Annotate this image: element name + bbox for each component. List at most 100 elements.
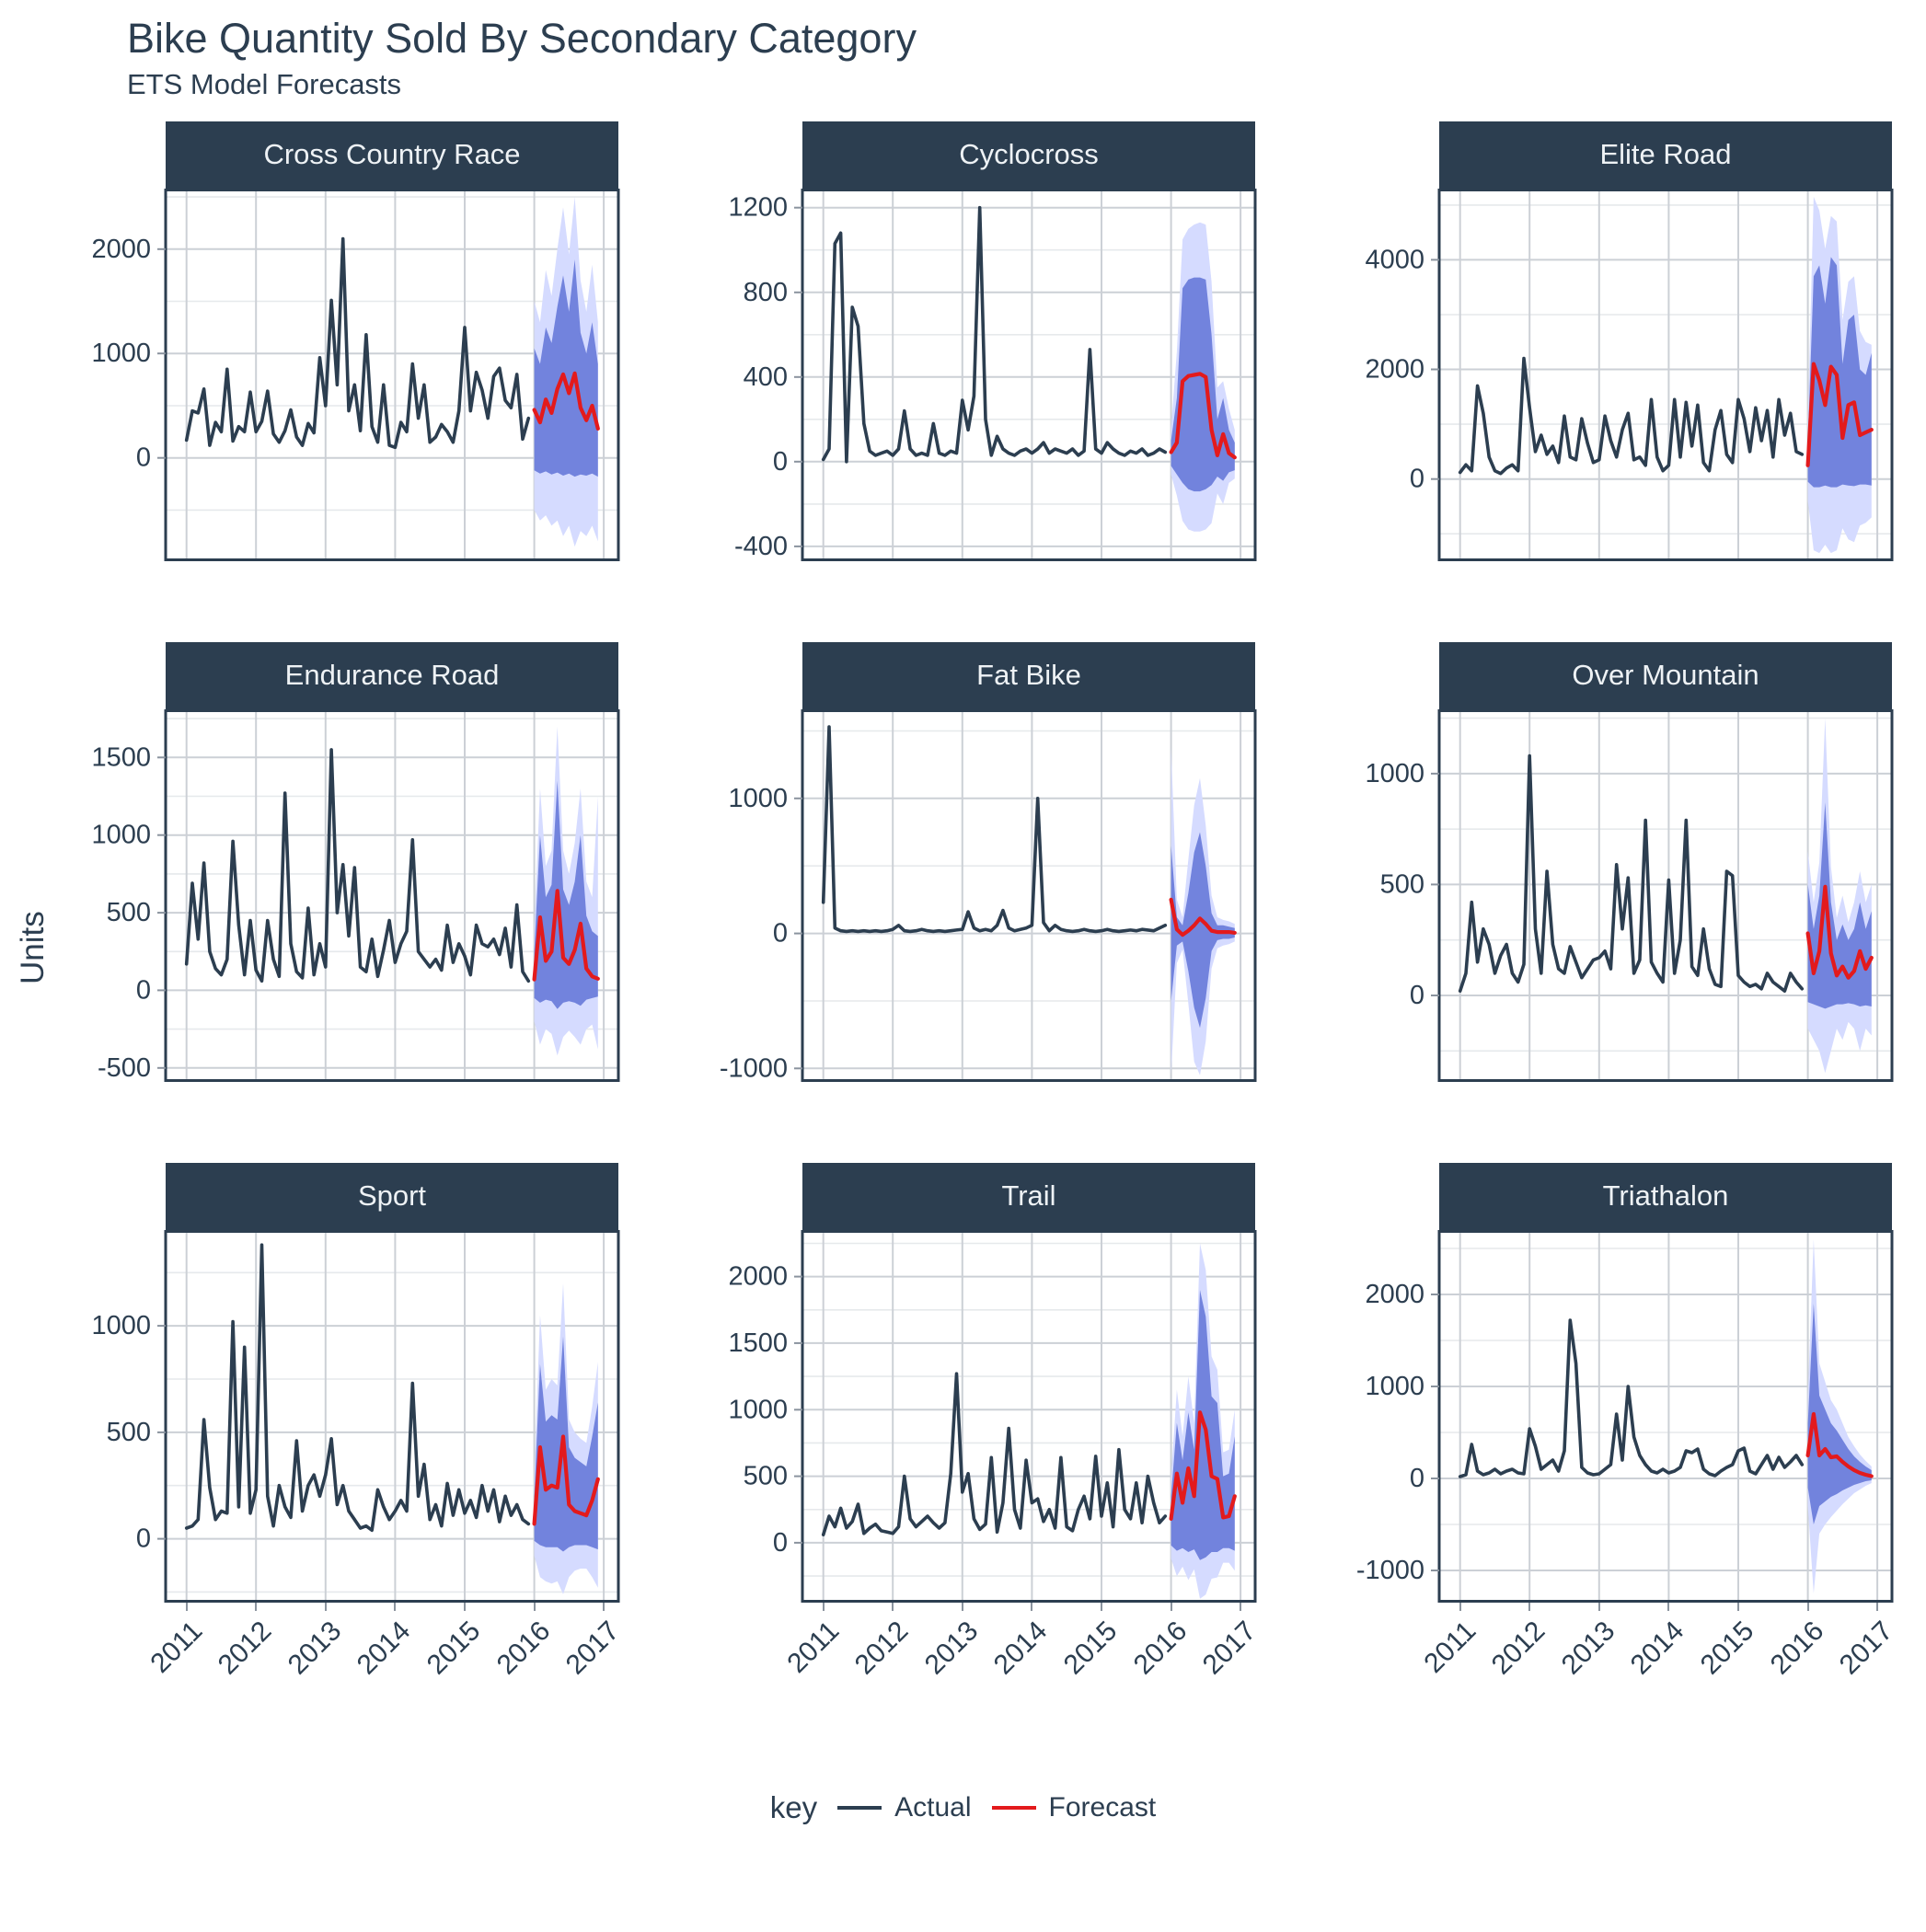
panel-border xyxy=(164,1229,620,1603)
x-tick-label: 2016 xyxy=(1127,1615,1193,1681)
panel-border xyxy=(1437,1229,1894,1603)
ribbon-95 xyxy=(1807,1238,1872,1593)
facet-strip-label: Elite Road xyxy=(1599,138,1732,171)
actual-line xyxy=(1458,753,1805,993)
facet-cell-sport: Sport 0 500 1000 2011 2012 2013 2014 2015 2016 2… xyxy=(9,1162,646,1742)
facet-plot: -1000 0 1000 xyxy=(720,708,1257,1082)
forecast-line xyxy=(1805,1411,1874,1478)
panel-border xyxy=(164,188,620,561)
legend-item-label: Forecast xyxy=(1048,1791,1157,1823)
y-tick-label: 400 xyxy=(744,362,788,392)
legend-line-actual-icon xyxy=(837,1805,882,1810)
x-tick-label: 2015 xyxy=(421,1615,487,1681)
y-tick-label: 2000 xyxy=(1365,1280,1424,1309)
facet-strip: Elite Road xyxy=(1439,121,1892,189)
y-tick-label: 0 xyxy=(1410,1464,1424,1493)
y-tick-label: 4000 xyxy=(1365,245,1424,274)
y-tick-label: 500 xyxy=(107,898,151,927)
x-tick-label: 2017 xyxy=(1833,1615,1899,1681)
facet-strip-label: Sport xyxy=(357,1179,427,1213)
legend-item-forecast: Forecast xyxy=(991,1791,1157,1823)
ribbon-80 xyxy=(1807,257,1872,488)
x-tick-mark xyxy=(1170,1602,1172,1611)
y-tick-label: 0 xyxy=(773,918,788,948)
actual-line xyxy=(1458,356,1805,476)
x-tick-mark xyxy=(394,1602,397,1611)
x-tick-label: 2011 xyxy=(144,1615,209,1679)
panel-border xyxy=(1437,708,1894,1082)
forecast-line xyxy=(532,1434,600,1526)
actual-line xyxy=(821,725,1168,933)
facet-plot: 0 500 1000 1500 2000 xyxy=(728,1229,1257,1603)
y-tick-label: -500 xyxy=(98,1053,151,1082)
facet-strip: Trail xyxy=(802,1162,1255,1230)
panel-border xyxy=(801,188,1257,561)
y-tick-label: 0 xyxy=(136,1524,151,1553)
x-tick-label: 2016 xyxy=(1764,1615,1829,1681)
actual-line xyxy=(184,1243,531,1532)
x-tick-mark xyxy=(1101,1602,1102,1611)
y-tick-label: 1500 xyxy=(728,1328,788,1358)
header: Bike Quantity Sold By Secondary Category… xyxy=(0,0,1926,101)
x-axis-labels: 2011 2012 2013 2014 2015 2016 2017 xyxy=(1283,1602,1920,1742)
y-tick-label: 500 xyxy=(1380,869,1424,899)
y-tick-label: 0 xyxy=(1410,464,1424,493)
y-tick-label: 1500 xyxy=(91,742,151,772)
ribbon-80 xyxy=(534,259,598,477)
y-tick-label: 0 xyxy=(773,447,788,477)
legend-item-label: Actual xyxy=(894,1791,972,1823)
y-tick-label: 0 xyxy=(773,1528,788,1558)
ribbon-80 xyxy=(534,1336,598,1552)
x-tick-label: 2012 xyxy=(212,1615,278,1681)
x-tick-mark xyxy=(533,1602,536,1611)
x-tick-mark xyxy=(892,1602,894,1611)
facet-strip: Cross Country Race xyxy=(166,121,618,189)
legend-item-actual: Actual xyxy=(837,1791,972,1823)
y-tick-label: 1000 xyxy=(91,1311,151,1340)
x-axis-labels: 2011 2012 2013 2014 2015 2016 2017 xyxy=(9,1602,646,1742)
y-tick-label: 1000 xyxy=(1365,759,1424,788)
y-tick-label: -1000 xyxy=(1356,1556,1424,1585)
y-tick-label: 2000 xyxy=(1365,354,1424,384)
legend-title: key xyxy=(769,1789,818,1824)
facet-strip: Over Mountain xyxy=(1439,641,1892,709)
facet-cell-endurance-road: Endurance Road -500 0 500 1000 1500 xyxy=(9,641,646,1082)
x-tick-label: 2013 xyxy=(1555,1615,1621,1681)
y-tick-label: 1000 xyxy=(728,784,788,813)
forecast-line xyxy=(1169,371,1237,460)
y-tick-label: 500 xyxy=(107,1418,151,1447)
x-tick-label: 2017 xyxy=(559,1615,626,1681)
actual-line xyxy=(184,747,531,983)
panel-border xyxy=(164,708,620,1082)
x-tick-label: 2011 xyxy=(1418,1615,1482,1679)
x-tick-mark xyxy=(1806,1602,1809,1611)
facet-strip-label: Over Mountain xyxy=(1572,659,1759,692)
y-tick-label: 0 xyxy=(1410,981,1424,1010)
x-tick-mark xyxy=(1737,1602,1739,1611)
facet-cell-elite-road: Elite Road 0 2000 4000 xyxy=(1283,121,1920,561)
facet-plot: 0 2000 4000 xyxy=(1365,188,1894,561)
facet-grid: Cross Country Race 0 1000 2000 Cyclocross … xyxy=(9,121,1926,1742)
x-tick-mark xyxy=(185,1602,188,1611)
y-tick-label: 1000 xyxy=(91,339,151,368)
forecast-line xyxy=(1805,884,1874,980)
y-tick-label: 1200 xyxy=(728,192,788,222)
facet-plot: 0 500 1000 xyxy=(91,1229,620,1603)
actual-line xyxy=(821,205,1168,464)
y-tick-label: 1000 xyxy=(1365,1372,1424,1401)
actual-line xyxy=(184,236,531,449)
x-tick-mark xyxy=(255,1602,258,1611)
y-tick-label: 1000 xyxy=(728,1395,788,1424)
x-tick-label: 2012 xyxy=(1485,1615,1551,1681)
x-tick-label: 2017 xyxy=(1196,1615,1263,1681)
x-tick-mark xyxy=(1528,1602,1531,1611)
x-tick-label: 2015 xyxy=(1694,1615,1760,1681)
x-tick-label: 2014 xyxy=(1625,1615,1690,1681)
panel-border xyxy=(1437,188,1894,561)
forecast-line xyxy=(532,889,600,982)
y-tick-label: 2000 xyxy=(728,1261,788,1291)
facet-plot: -1000 0 1000 2000 xyxy=(1356,1229,1894,1603)
facet-strip: Triathalon xyxy=(1439,1162,1892,1230)
x-tick-mark xyxy=(1031,1602,1033,1611)
x-tick-label: 2011 xyxy=(781,1615,846,1679)
